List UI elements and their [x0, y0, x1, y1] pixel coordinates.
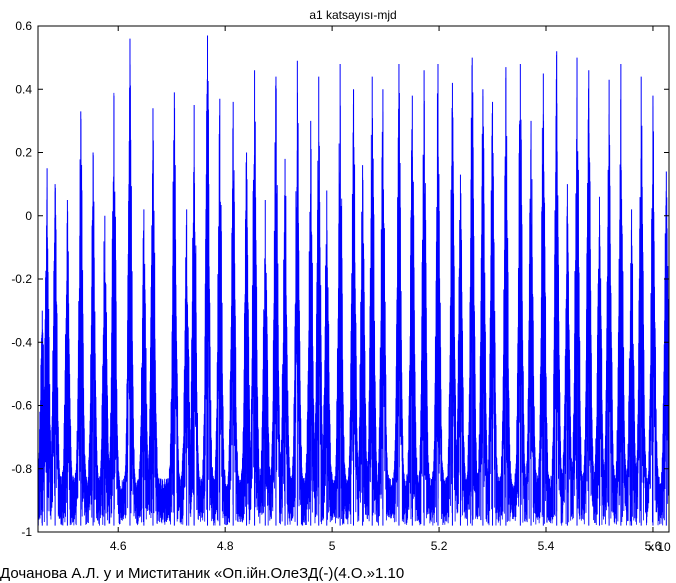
y-tick-label-3: 0	[25, 209, 32, 223]
x-tick-label-1: 4.8	[217, 539, 234, 553]
chart-title: a1 katsayısı-mjd	[309, 8, 396, 22]
x-tick-label-2: 5	[329, 539, 336, 553]
x-tick-label-4: 5.4	[538, 539, 555, 553]
plot-content	[38, 35, 669, 526]
x-tick-label-3: 5.2	[431, 539, 448, 553]
figure-caption: Дочанова А.Л. у и Миститаник «Оп.ійн.Оле…	[0, 565, 405, 582]
axis-layer: 0.6 0.4 0.2 0 -0.2 -0.4 -0.6 -0.8 -1 4.6 4.8 5 5.2 5.…	[11, 19, 670, 553]
x-tick-label-5: 5.6	[645, 539, 662, 553]
x-tick-label-0: 4.6	[110, 539, 127, 553]
y-tick-label-7: -0.8	[11, 462, 32, 476]
y-tick-label-0: 0.6	[15, 19, 32, 33]
y-tick-label-8: -1	[21, 525, 32, 539]
y-tick-label-1: 0.4	[15, 82, 32, 96]
x-exponent-label: x 10	[648, 540, 671, 554]
y-tick-label-2: 0.2	[15, 146, 32, 160]
y-tick-label-4: -0.2	[11, 272, 32, 286]
y-tick-label-6: -0.6	[11, 399, 32, 413]
y-tick-label-5: -0.4	[11, 335, 32, 349]
